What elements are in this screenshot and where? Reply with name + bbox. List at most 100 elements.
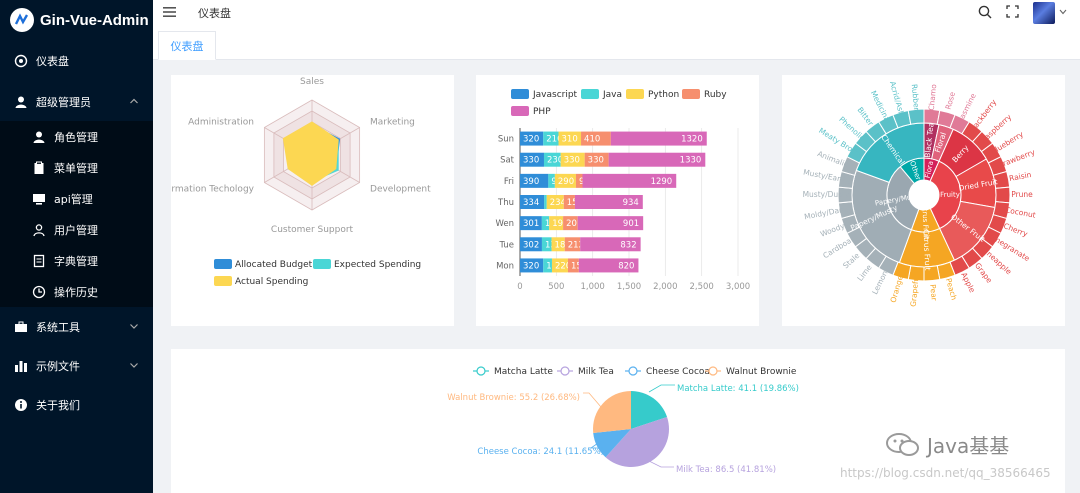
bar-segment — [543, 131, 559, 146]
bar-segment — [560, 152, 585, 167]
sunburst-outer-label: Raisin — [1008, 170, 1032, 183]
pie-legend-label: Walnut Brownie — [726, 367, 797, 377]
radar-indicator-label: Development — [370, 185, 431, 195]
tab-dashboard[interactable]: 仪表盘 — [158, 31, 216, 60]
bar-legend-swatch — [511, 106, 529, 116]
sunburst-outer-label: Cherry — [1002, 221, 1029, 239]
bar-value-label: 1290 — [651, 177, 673, 187]
sunburst-outer-label: Animalic — [816, 149, 849, 169]
sidebar-item-about-us[interactable]: 关于我们 — [0, 385, 153, 424]
pie-label-line — [583, 392, 602, 408]
sunburst-outer-label: Grapefr — [909, 277, 921, 307]
bar-x-tick: 0 — [517, 282, 522, 292]
monitor-icon — [32, 192, 46, 206]
pie-legend-label: Matcha Latte — [494, 367, 553, 377]
sidebar-item-dictionary-management[interactable]: 字典管理 — [0, 245, 153, 276]
sunburst-outer-label: Apple — [959, 271, 977, 294]
pie-slice — [605, 416, 670, 468]
bar-category-label: Sat — [500, 156, 515, 166]
bar-x-tick: 1,000 — [580, 282, 604, 292]
breadcrumb[interactable]: 仪表盘 — [198, 7, 231, 20]
sunburst-outer-label: Rose — [944, 90, 958, 110]
bar-segment — [574, 195, 643, 209]
bar-segment — [543, 152, 561, 167]
bar-x-tick: 3,000 — [726, 282, 750, 292]
pie-legend-marker — [628, 366, 638, 376]
wechat-icon — [886, 432, 919, 456]
clipboard-icon — [32, 161, 46, 175]
sidebar-item-menu-management[interactable]: 菜单管理 — [0, 152, 153, 183]
sunburst-middle-label: Citrus Fruit — [922, 229, 933, 270]
menu-toggle-icon[interactable] — [163, 6, 176, 18]
sidebar-item-system-tools[interactable]: 系统工具 — [0, 307, 153, 346]
bar-segment — [567, 258, 579, 273]
bar-legend-label: PHP — [533, 107, 551, 117]
user-outline-icon — [32, 223, 46, 237]
radar-indicator-label: Marketing — [370, 118, 415, 128]
avatar[interactable] — [1033, 2, 1055, 24]
sunburst-outer-label: Prune — [1011, 190, 1033, 199]
fullscreen-icon[interactable] — [1006, 5, 1019, 18]
radar-indicator-label: Customer Support — [271, 225, 354, 235]
bar-x-tick: 500 — [548, 282, 564, 292]
sidebar-item-api-management[interactable]: api管理 — [0, 183, 153, 214]
bar-segment — [520, 258, 544, 273]
bar-x-tick: 1,500 — [617, 282, 641, 292]
sunburst-outer-segment — [995, 186, 1011, 204]
sidebar-item-label: 用户管理 — [54, 223, 98, 237]
radar-indicator-label: Administration — [188, 118, 254, 128]
pie-slice-label: Milk Tea: 86.5 (41.81%) — [676, 465, 776, 475]
bar-segment — [580, 237, 641, 252]
bar-value-label: 290 — [558, 177, 574, 187]
bar-category-label: Mon — [496, 261, 514, 271]
bar-x-tick: 2,000 — [653, 282, 677, 292]
bar-segment — [520, 216, 542, 231]
info-icon — [14, 398, 28, 412]
sidebar-item-label: 超级管理员 — [36, 95, 91, 109]
sidebar-item-user-management[interactable]: 用户管理 — [0, 214, 153, 245]
chart-icon — [14, 359, 28, 373]
radar-indicator-label: Sales — [300, 77, 324, 87]
chevron-down-icon[interactable] — [1059, 9, 1067, 15]
bar-value-label: 320 — [523, 261, 539, 271]
bar-value-label: 234 — [550, 198, 566, 208]
bar-segment — [520, 237, 542, 252]
sidebar-menu: 仪表盘超级管理员角色管理 菜单管理 api管理用户管理字典管理 操作历史 系统工具 示例文… — [0, 40, 153, 424]
sidebar-item-role-management[interactable]: 角色管理 — [0, 121, 153, 152]
bar-segment — [577, 216, 644, 231]
search-icon[interactable] — [978, 5, 992, 19]
radar-chart-card: Sales Marketing Development Customer Suppor… — [154, 75, 454, 326]
chevron-up-icon — [130, 98, 138, 104]
pie-legend-marker — [708, 366, 718, 376]
bar-category-label: Wen — [495, 219, 514, 229]
bar-legend-label: Python — [648, 90, 679, 100]
sunburst-inner-label: Citrus Fruit — [920, 202, 930, 241]
sunburst-outer-label: Stale — [841, 251, 861, 271]
bar-value-label: 201 — [566, 219, 582, 229]
sunburst-outer-label: Coconut — [1004, 205, 1036, 220]
bar-value-label: 410 — [584, 135, 600, 145]
bar-value-label: 330 — [523, 156, 539, 166]
bar-segment — [564, 237, 581, 252]
bar-segment — [582, 173, 677, 188]
sidebar-item-operation-history[interactable]: 操作历史 — [0, 276, 153, 307]
app-logo[interactable]: Gin-Vue-Admin — [0, 0, 153, 40]
bar-value-label: 334 — [523, 198, 539, 208]
sidebar-item-label: 关于我们 — [36, 398, 80, 412]
sunburst-outer-segment — [907, 108, 925, 125]
bar-category-label: Sun — [498, 135, 514, 145]
radar-legend-swatch — [214, 259, 232, 269]
sidebar-item-example-files[interactable]: 示例文件 — [0, 346, 153, 385]
sidebar-item-super-admin[interactable]: 超级管理员 — [0, 82, 153, 121]
sunburst-outer-label: Peach — [944, 277, 959, 301]
watermark-text: https://blog.csdn.net/qq_38566465 — [840, 466, 1051, 480]
bar-chart: Javascript Java Python Ruby PHP 0 500 1,000 1,50… — [495, 89, 750, 292]
sunburst-outer-label: Bitter — [855, 105, 875, 128]
bar-chart-card: Javascript Java Python Ruby PHP 0 500 1,000 1,50… — [476, 75, 759, 326]
bar-value-label: 182 — [555, 240, 571, 250]
pie-legend-marker — [560, 366, 570, 376]
sidebar-item-dashboard[interactable]: 仪表盘 — [0, 40, 153, 82]
sunburst-outer-label: Chamo — [927, 83, 938, 111]
bar-segment — [520, 173, 549, 188]
bar-legend-label: Ruby — [704, 90, 727, 100]
